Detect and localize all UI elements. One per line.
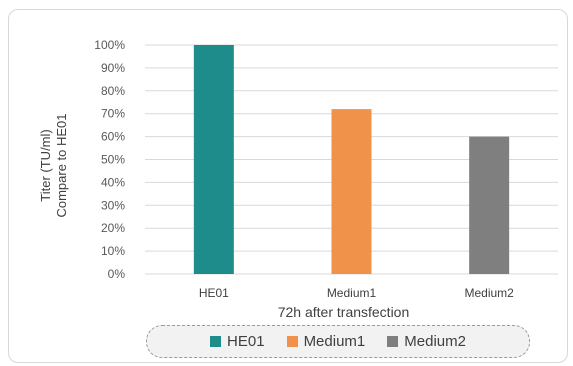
y-tick-label: 40%	[101, 175, 125, 189]
y-tick-label: 100%	[94, 38, 125, 52]
y-tick-label: 0%	[108, 267, 126, 281]
x-axis-title: 72h after transfection	[278, 304, 410, 320]
y-tick-label: 30%	[101, 198, 125, 212]
legend-swatch-medium2	[387, 336, 399, 347]
y-tick-label: 10%	[101, 244, 125, 258]
y-axis-title-line1: Titer (TU/ml)	[38, 129, 53, 201]
legend-swatch-medium1	[286, 336, 298, 347]
y-tick-label: 20%	[101, 221, 125, 235]
x-category-label: Medium1	[327, 286, 377, 300]
y-tick-label: 90%	[101, 61, 125, 75]
y-axis-title-line2: Compare to HE01	[54, 113, 69, 217]
legend-item-he01: HE01	[210, 333, 265, 350]
legend-label-medium1: Medium1	[303, 333, 366, 350]
bar	[469, 136, 510, 274]
legend-label-he01: HE01	[227, 333, 265, 350]
legend-swatch-he01	[210, 336, 222, 347]
y-tick-label: 70%	[101, 107, 125, 121]
legend-item-medium2: Medium2	[387, 333, 466, 350]
x-category-label: Medium2	[464, 286, 514, 300]
legend-item-medium1: Medium1	[286, 333, 366, 350]
bar	[193, 45, 234, 274]
y-tick-label: 60%	[101, 130, 125, 144]
y-tick-label: 80%	[101, 84, 125, 98]
x-category-label: HE01	[199, 286, 229, 300]
bar	[331, 109, 372, 275]
chart-legend: HE01 Medium1 Medium2	[146, 325, 530, 358]
legend-label-medium2: Medium2	[404, 333, 466, 350]
y-tick-label: 50%	[101, 153, 125, 167]
